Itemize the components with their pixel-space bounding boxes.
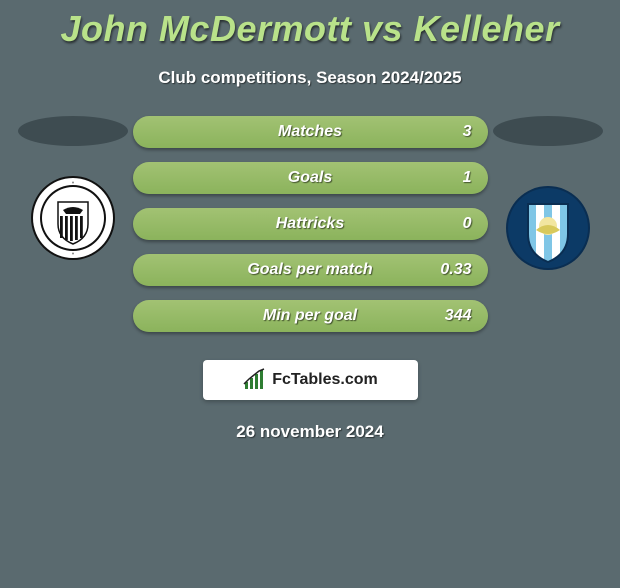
stat-value-right: 1 xyxy=(463,169,472,187)
crest-left xyxy=(31,176,115,260)
placeholder-oval-left xyxy=(18,116,128,146)
left-side xyxy=(13,116,133,260)
stat-bar: Matches 3 xyxy=(133,116,488,148)
crest-left-icon xyxy=(31,176,115,260)
stat-label: Hattricks xyxy=(133,215,488,233)
page-title: John McDermott vs Kelleher xyxy=(0,8,620,50)
stat-value-right: 3 xyxy=(463,123,472,141)
stat-bar: Goals 1 xyxy=(133,162,488,194)
crest-right-icon xyxy=(506,186,590,270)
chart-icon xyxy=(242,368,266,392)
stat-label: Goals xyxy=(133,169,488,187)
date-text: 26 november 2024 xyxy=(0,422,620,442)
placeholder-oval-right xyxy=(493,116,603,146)
stat-bar: Hattricks 0 xyxy=(133,208,488,240)
right-side xyxy=(488,116,608,270)
stat-value-right: 0.33 xyxy=(440,261,471,279)
brand-box: FcTables.com xyxy=(203,360,418,400)
stat-label: Goals per match xyxy=(133,261,488,279)
stat-bar: Goals per match 0.33 xyxy=(133,254,488,286)
stat-label: Matches xyxy=(133,123,488,141)
main-layout: Matches 3 Goals 1 Hattricks 0 Goals per … xyxy=(0,116,620,332)
subtitle: Club competitions, Season 2024/2025 xyxy=(0,68,620,88)
stat-label: Min per goal xyxy=(133,307,488,325)
stat-bar: Min per goal 344 xyxy=(133,300,488,332)
infographic-root: John McDermott vs Kelleher Club competit… xyxy=(0,8,620,588)
stat-value-right: 0 xyxy=(463,215,472,233)
stat-value-right: 344 xyxy=(445,307,472,325)
stat-bars: Matches 3 Goals 1 Hattricks 0 Goals per … xyxy=(133,116,488,332)
crest-right xyxy=(506,186,590,270)
brand-text: FcTables.com xyxy=(272,371,378,389)
